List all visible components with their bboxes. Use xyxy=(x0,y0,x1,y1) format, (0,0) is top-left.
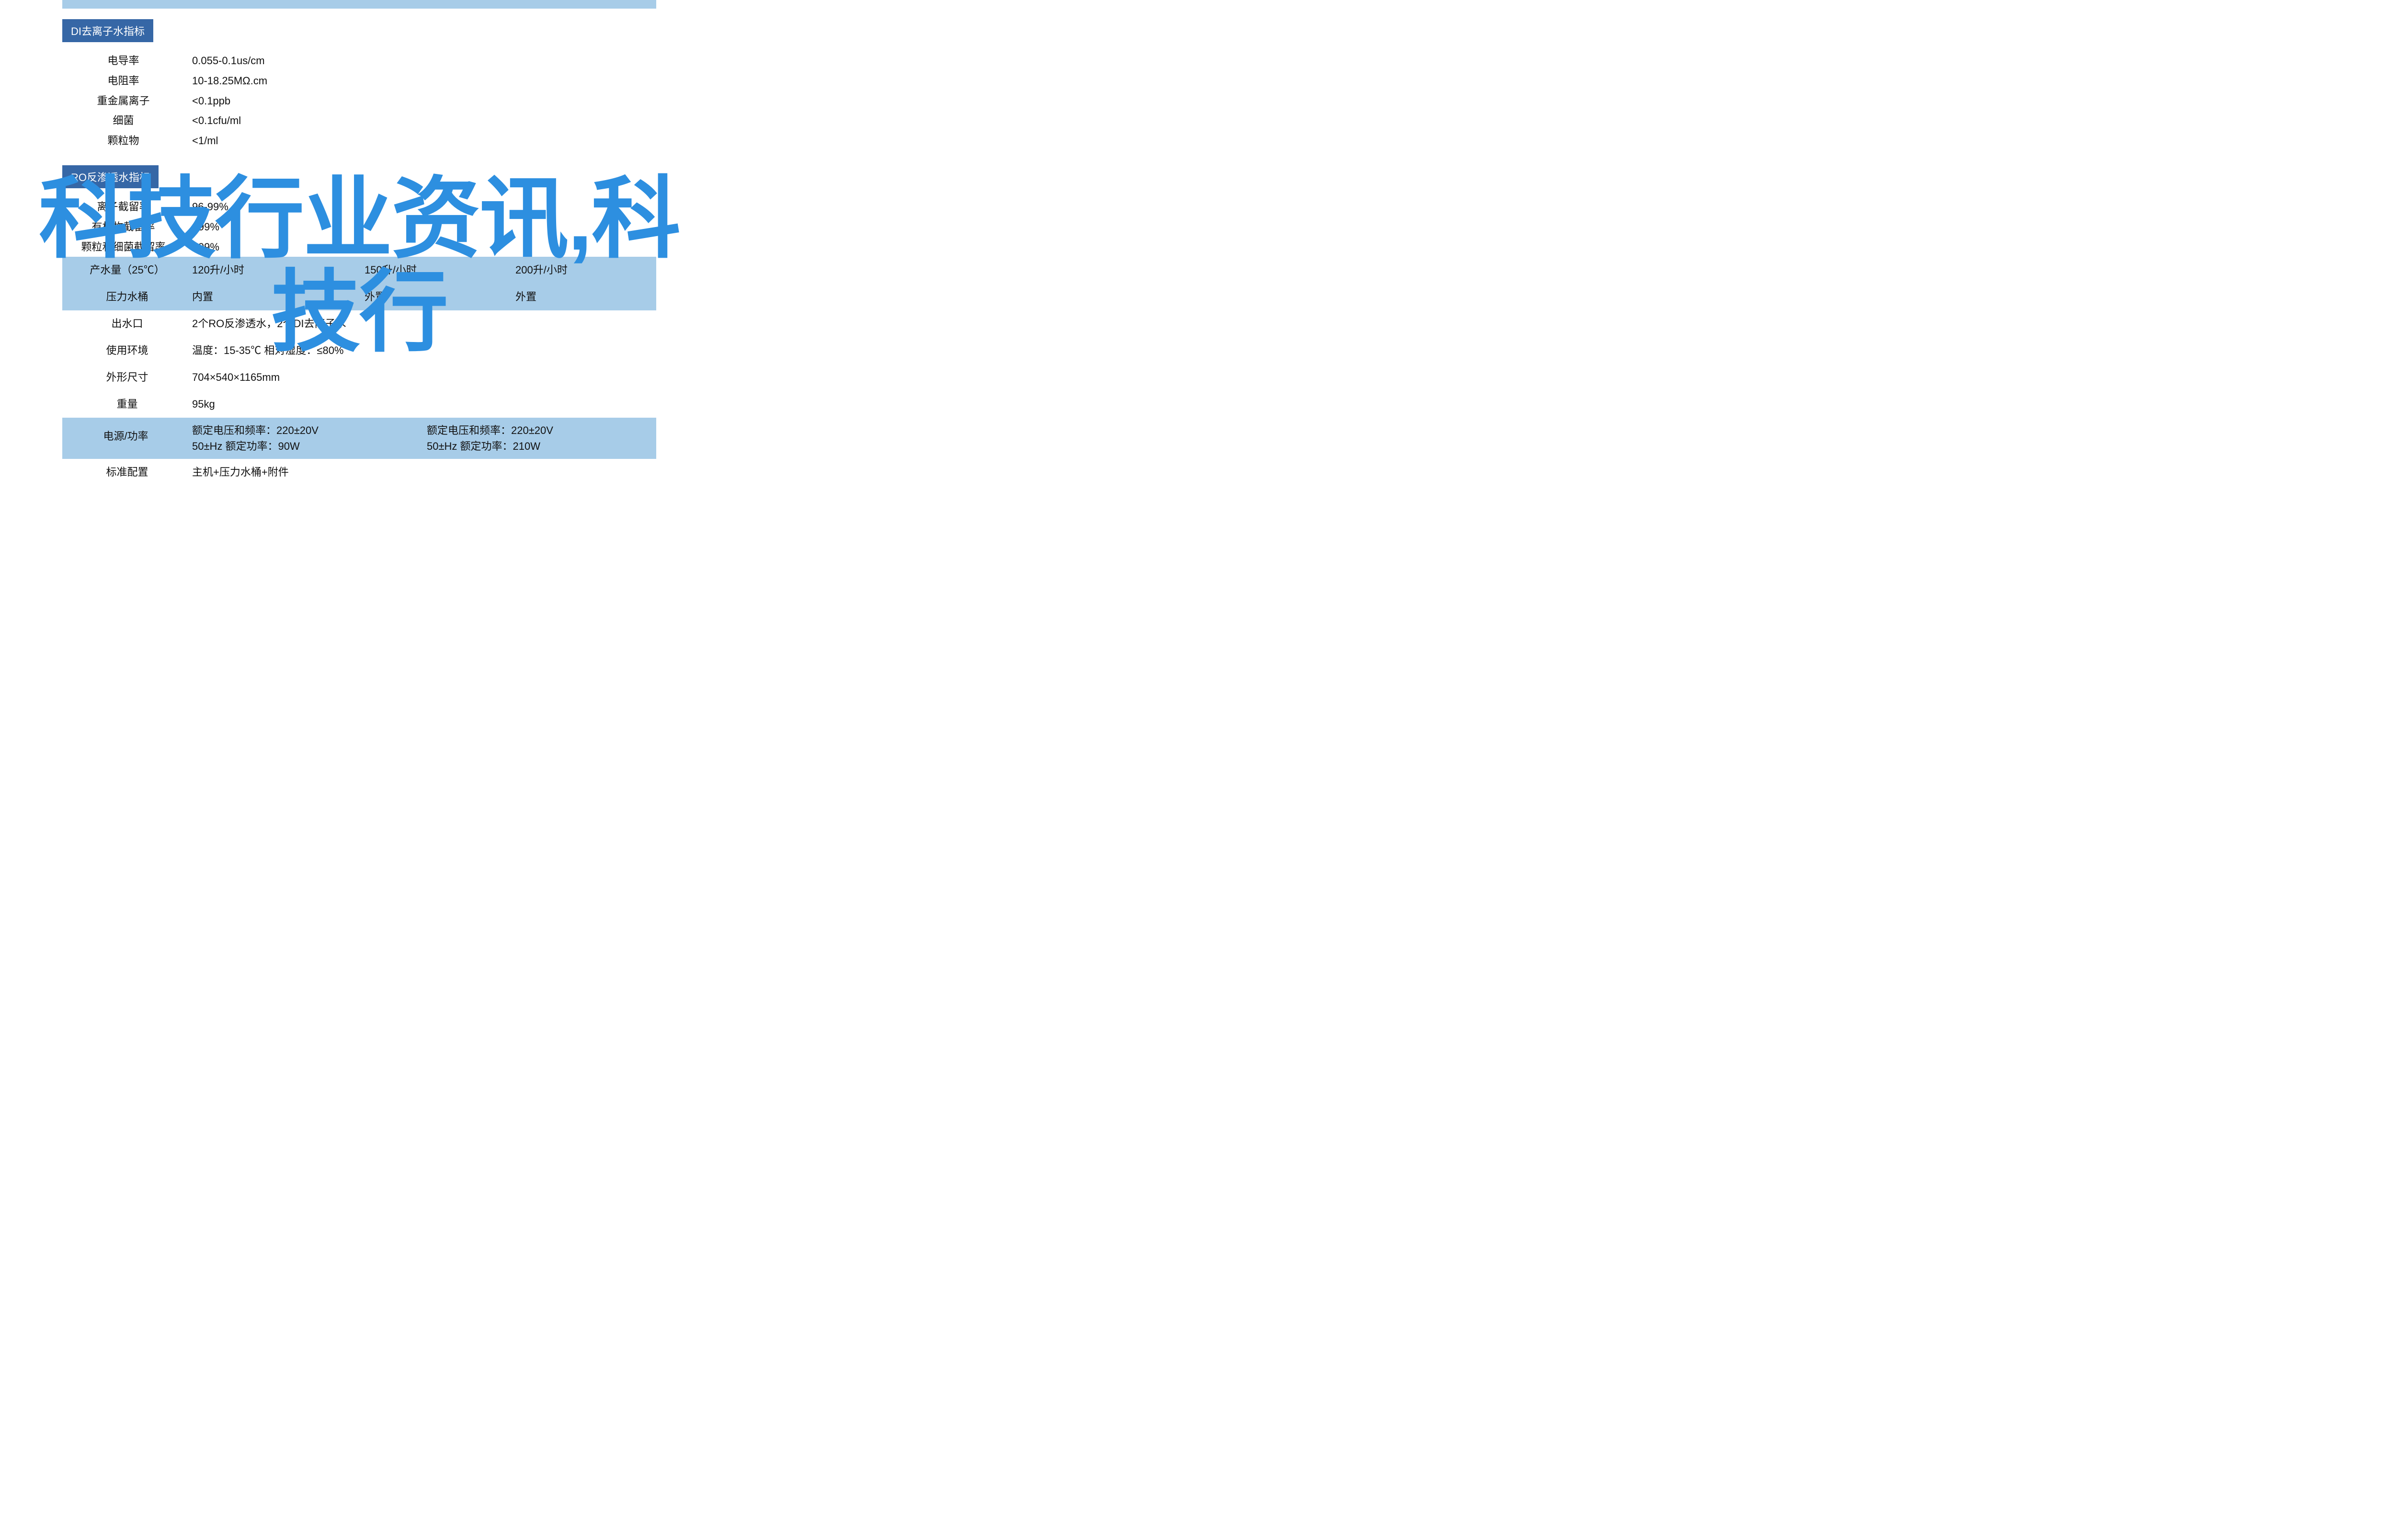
spec-value: 10-18.25MΩ.cm xyxy=(189,71,656,91)
row-label: 标准配置 xyxy=(62,459,189,486)
row-value: 120升/小时 xyxy=(189,257,362,284)
spec-row: 颗粒和细菌截留率>99% xyxy=(62,237,656,257)
table-row: 使用环境温度：15-35℃ 相对湿度：≤80% xyxy=(62,337,656,364)
spec-value: >99% xyxy=(189,217,656,237)
section-header-ro: RO反渗透水指标 xyxy=(62,165,159,188)
row-label: 使用环境 xyxy=(62,337,189,364)
row-value xyxy=(513,310,651,337)
row-value xyxy=(362,337,513,364)
row-label: 重量 xyxy=(62,391,189,418)
spec-row: 重金属离子<0.1ppb xyxy=(62,91,656,111)
spec-row: 有机物截留率>99% xyxy=(62,217,656,237)
spec-label: 电阻率 xyxy=(62,71,189,91)
section2-rows: 离子截留率96-99%有机物截留率>99%颗粒和细菌截留率>99% xyxy=(62,197,656,257)
table-row: 外形尺寸704×540×1165mm xyxy=(62,364,656,391)
row-value: 95kg xyxy=(189,391,362,418)
spec-value: <0.1ppb xyxy=(189,91,656,111)
section1-rows: 电导率0.055-0.1us/cm电阻率10-18.25MΩ.cm重金属离子<0… xyxy=(62,51,656,151)
table-row: 产水量（25℃）120升/小时150升/小时200升/小时 xyxy=(62,257,656,284)
spec-label: 电导率 xyxy=(62,51,189,71)
spec-label: 离子截留率 xyxy=(62,197,189,217)
row-value xyxy=(362,391,513,418)
spec-value: <1/ml xyxy=(189,131,656,151)
row-value: 温度：15-35℃ 相对湿度：≤80% xyxy=(189,337,362,364)
row-label: 外形尺寸 xyxy=(62,364,189,391)
spec-document: DI去离子水指标 电导率0.055-0.1us/cm电阻率10-18.25MΩ.… xyxy=(0,19,718,505)
row-value: 内置 xyxy=(189,284,362,310)
spec-label: 有机物截留率 xyxy=(62,217,189,237)
row-value xyxy=(362,364,513,391)
row-value xyxy=(513,337,651,364)
row-value xyxy=(362,310,513,337)
row-label: 出水口 xyxy=(62,310,189,337)
table-row: 压力水桶内置外置外置 xyxy=(62,284,656,310)
spec-value: 0.055-0.1us/cm xyxy=(189,51,656,71)
spec-row: 细菌<0.1cfu/ml xyxy=(62,111,656,131)
row-label: 压力水桶 xyxy=(62,284,189,310)
spec-row: 颗粒物<1/ml xyxy=(62,131,656,151)
row-value: 200升/小时 xyxy=(513,257,651,284)
spec-value: >99% xyxy=(189,237,656,257)
row-value: 150升/小时 xyxy=(362,257,513,284)
row-value xyxy=(513,391,651,418)
spec-value: <0.1cfu/ml xyxy=(189,111,656,131)
spec-value: 96-99% xyxy=(189,197,656,217)
spec-row: 电导率0.055-0.1us/cm xyxy=(62,51,656,71)
table-row-power: 电源/功率额定电压和频率：220±20V 50±Hz 额定功率：90W额定电压和… xyxy=(62,418,656,459)
table-row: 出水口2个RO反渗透水，2个DI去离子水 xyxy=(62,310,656,337)
table-row-config: 标准配置主机+压力水桶+附件 xyxy=(62,459,656,486)
row-value: 外置 xyxy=(362,284,513,310)
row-value: 额定电压和频率：220±20V 50±Hz 额定功率：90W xyxy=(189,418,424,459)
spec-row: 离子截留率96-99% xyxy=(62,197,656,217)
row-value: 主机+压力水桶+附件 xyxy=(189,459,656,486)
spec-label: 细菌 xyxy=(62,111,189,131)
spec-label: 重金属离子 xyxy=(62,91,189,111)
spec-label: 颗粒物 xyxy=(62,131,189,151)
row-label: 电源/功率 xyxy=(62,418,189,459)
row-value: 额定电压和频率：220±20V 50±Hz 额定功率：210W xyxy=(424,418,654,459)
row-value: 外置 xyxy=(513,284,651,310)
row-value xyxy=(513,364,651,391)
row-label: 产水量（25℃） xyxy=(62,257,189,284)
row-value: 2个RO反渗透水，2个DI去离子水 xyxy=(189,310,362,337)
top-divider-bar xyxy=(62,0,656,9)
section-header-di: DI去离子水指标 xyxy=(62,19,153,42)
spec-label: 颗粒和细菌截留率 xyxy=(62,237,189,257)
spec-row: 电阻率10-18.25MΩ.cm xyxy=(62,71,656,91)
spec-table: 产水量（25℃）120升/小时150升/小时200升/小时压力水桶内置外置外置出… xyxy=(62,257,656,486)
table-row: 重量95kg xyxy=(62,391,656,418)
row-value: 704×540×1165mm xyxy=(189,364,362,391)
